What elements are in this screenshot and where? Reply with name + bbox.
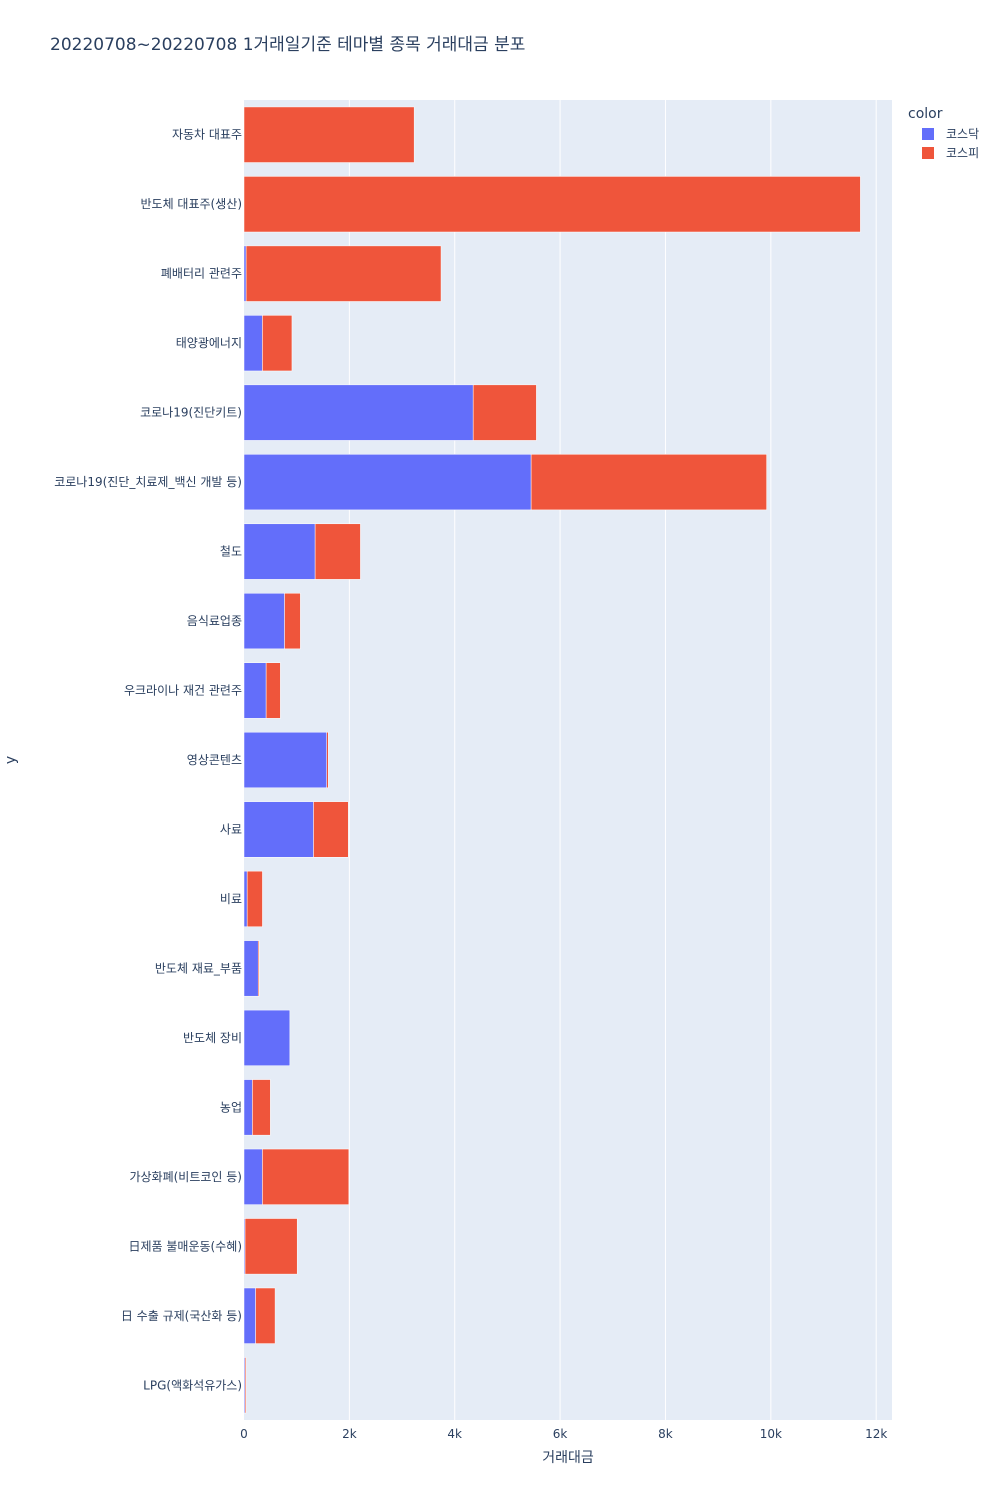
chart-title: 20220708~20220708 1거래일기준 테마별 종목 거래대금 분포 (50, 35, 525, 55)
legend-title: color (908, 106, 943, 122)
bar-16-series-1 (244, 1218, 298, 1275)
y-tick-label-9: 영상콘텐츠 (187, 753, 242, 767)
bar-0-series-1 (243, 106, 415, 163)
y-tick-label-11: 비료 (220, 892, 242, 906)
bar-18-series-1 (244, 1357, 247, 1414)
x-tick-labels: 0 2k 4k 6k 8k 10k 12k (240, 1427, 887, 1441)
bar-5-series-0 (243, 454, 532, 511)
bar-6-series-0 (243, 523, 316, 580)
y-tick-label-5: 코로나19(진단_치료제_백신 개발 등) (54, 475, 242, 489)
bar-17-series-1 (255, 1287, 276, 1344)
bars (243, 106, 861, 1414)
y-tick-label-6: 철도 (220, 545, 242, 559)
bar-7-series-1 (284, 593, 301, 650)
bar-9-series-0 (243, 731, 327, 789)
y-tick-label-4: 코로나19(진단키트) (140, 406, 242, 420)
bar-2-series-0 (243, 245, 247, 302)
x-tick-label-5: 10k (760, 1427, 782, 1441)
bar-5-series-1 (530, 454, 767, 511)
x-tick-label-1: 2k (342, 1427, 357, 1441)
bar-10-series-0 (243, 801, 314, 858)
x-tick-label-4: 8k (658, 1427, 673, 1441)
legend-swatch-1 (922, 147, 934, 159)
bar-13-series-0 (243, 1009, 291, 1066)
y-tick-label-3: 태양광에너지 (176, 336, 242, 350)
bar-11-series-0 (243, 870, 248, 927)
bar-14-series-1 (252, 1079, 271, 1136)
bar-17-series-0 (243, 1287, 256, 1344)
bar-14-series-0 (243, 1079, 253, 1136)
legend-label-0: 코스닥 (946, 127, 979, 141)
y-tick-label-2: 폐배터리 관련주 (161, 267, 242, 281)
y-tick-label-8: 우크라이나 재건 관련주 (124, 684, 242, 698)
y-tick-label-13: 반도체 장비 (183, 1031, 242, 1045)
legend-label-1: 코스피 (946, 146, 979, 160)
bar-8-series-1 (265, 662, 281, 719)
bar-7-series-0 (243, 593, 285, 650)
bar-1-series-1 (243, 176, 861, 233)
y-tick-label-12: 반도체 재료_부품 (155, 961, 242, 975)
x-tick-label-0: 0 (240, 1427, 248, 1441)
legend-swatch-0 (922, 128, 934, 140)
bar-8-series-0 (243, 662, 267, 719)
x-axis-title: 거래대금 (542, 1450, 594, 1466)
bar-15-series-0 (243, 1148, 263, 1205)
y-tick-label-7: 음식료업종 (187, 614, 242, 628)
y-axis-title: y (3, 756, 19, 764)
bar-6-series-1 (314, 523, 361, 580)
grid-lines (348, 100, 877, 1420)
x-tick-label-3: 6k (553, 1427, 568, 1441)
y-tick-label-17: 日 수출 규제(국산화 등) (121, 1309, 242, 1323)
bar-3-series-1 (262, 315, 293, 372)
y-tick-label-18: LPG(액화석유가스) (143, 1378, 242, 1392)
y-tick-label-15: 가상화폐(비트코인 등) (129, 1170, 242, 1184)
bar-11-series-1 (246, 870, 263, 927)
bar-4-series-0 (243, 384, 474, 441)
bar-9-series-1 (326, 731, 329, 789)
bar-4-series-1 (472, 384, 537, 441)
x-tick-label-2: 4k (447, 1427, 462, 1441)
bar-15-series-1 (262, 1148, 350, 1205)
bar-12-series-1 (257, 940, 260, 997)
y-tick-label-16: 日제품 불매운동(수혜) (129, 1239, 243, 1253)
y-tick-label-10: 사료 (220, 822, 242, 836)
y-tick-label-1: 반도체 대표주(생산) (141, 197, 243, 211)
bar-10-series-1 (313, 801, 349, 858)
bar-3-series-0 (243, 315, 263, 372)
bar-12-series-0 (243, 940, 259, 997)
bar-2-series-1 (245, 245, 442, 302)
y-tick-label-14: 농업 (220, 1100, 242, 1114)
x-tick-label-6: 12k (865, 1427, 887, 1441)
y-tick-label-0: 자동차 대표주 (172, 128, 242, 142)
plot-background (244, 100, 892, 1420)
